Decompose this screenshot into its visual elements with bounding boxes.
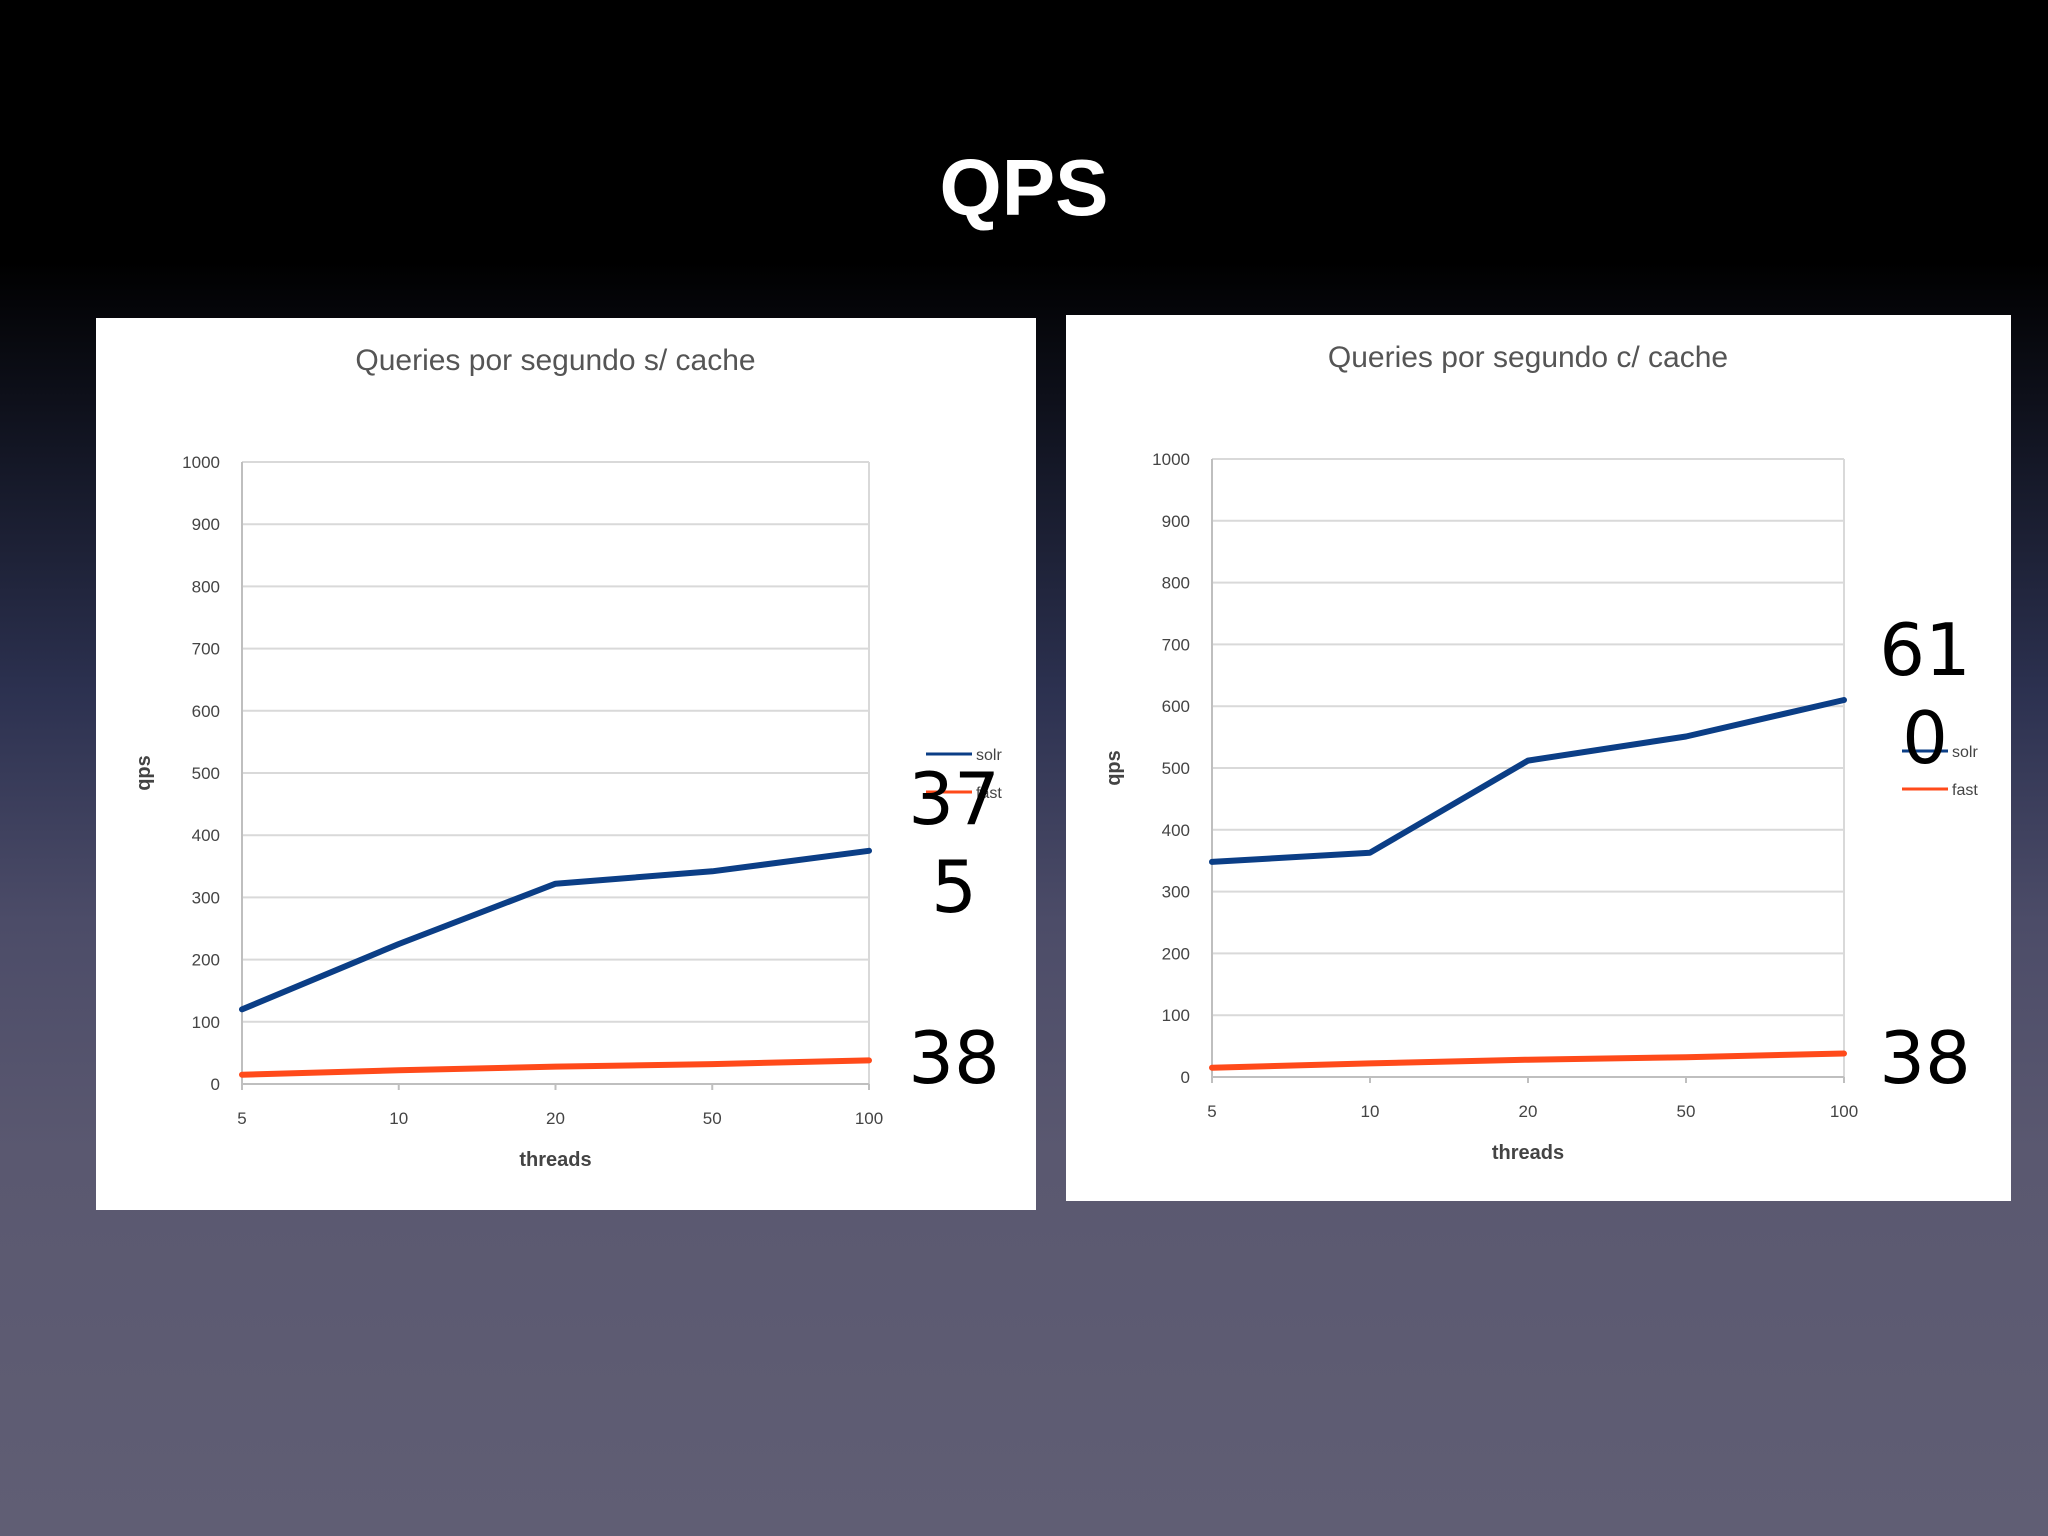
x-tick-label: 50 — [1677, 1102, 1696, 1121]
series-line-solr — [239, 847, 872, 1013]
annotation-fast-no-cache: 38 — [908, 1016, 1000, 1100]
annotation-solr-no-cache: 37 5 — [908, 757, 1000, 929]
y-tick-label: 100 — [192, 1013, 220, 1032]
legend-label-fast: fast — [1952, 782, 1978, 799]
x-tick-label: 20 — [1519, 1102, 1538, 1121]
y-tick-label: 1000 — [182, 453, 220, 472]
series-line-fast — [1209, 1050, 1847, 1071]
legend-label-fast: fast — [976, 785, 1002, 802]
y-tick-label: 700 — [1162, 635, 1190, 654]
x-tick-label: 100 — [855, 1109, 883, 1128]
y-tick-label: 900 — [1162, 512, 1190, 531]
x-tick-label: 10 — [1361, 1102, 1380, 1121]
y-tick-label: 1000 — [1152, 450, 1190, 469]
annotation-solr-with-cache: 61 0 — [1879, 608, 1971, 780]
y-tick-label: 400 — [192, 826, 220, 845]
y-axis-label: qps — [133, 755, 155, 791]
y-axis-label: qps — [1103, 750, 1125, 786]
series-line-solr — [1209, 697, 1847, 865]
chart-no-cache: Queries por segundo s/ cache 0 100 200 300 40… — [133, 344, 1002, 1171]
x-tick-label: 5 — [237, 1109, 246, 1128]
y-tick-label: 200 — [1162, 944, 1190, 963]
x-tick-label: 100 — [1830, 1102, 1858, 1121]
series-line-fast — [239, 1057, 872, 1078]
y-tick-label: 0 — [211, 1075, 220, 1094]
legend-label-solr: solr — [1952, 744, 1978, 761]
legend-label-solr: solr — [976, 747, 1002, 764]
y-tick-label: 300 — [1162, 883, 1190, 902]
y-tick-label: 600 — [192, 702, 220, 721]
slide-title: QPS — [939, 143, 1109, 232]
chart-panel-no-cache: Queries por segundo s/ cache 0 100 200 300 40… — [96, 318, 1036, 1210]
y-tick-label: 700 — [192, 640, 220, 659]
x-tick-label: 10 — [389, 1109, 408, 1128]
y-tick-label: 900 — [192, 515, 220, 534]
y-tick-label: 400 — [1162, 821, 1190, 840]
x-tick-label: 5 — [1207, 1102, 1216, 1121]
y-tick-label: 600 — [1162, 697, 1190, 716]
chart-panel-with-cache: Queries por segundo c/ cache 0 100 200 300 40… — [1066, 315, 2011, 1201]
y-tick-label: 300 — [192, 888, 220, 907]
chart-with-cache: Queries por segundo c/ cache 0 100 200 300 40… — [1103, 341, 1978, 1164]
x-tick-label: 20 — [546, 1109, 565, 1128]
chart-title: Queries por segundo s/ cache — [355, 344, 755, 377]
chart-title: Queries por segundo c/ cache — [1328, 341, 1728, 374]
y-tick-label: 800 — [1162, 574, 1190, 593]
y-tick-label: 800 — [192, 577, 220, 596]
x-axis-label: threads — [519, 1149, 591, 1171]
x-tick-label: 50 — [703, 1109, 722, 1128]
y-tick-label: 0 — [1181, 1068, 1190, 1087]
y-tick-label: 100 — [1162, 1006, 1190, 1025]
x-axis-label: threads — [1492, 1142, 1564, 1164]
annotation-fast-with-cache: 38 — [1879, 1016, 1971, 1100]
y-tick-label: 500 — [192, 764, 220, 783]
y-tick-label: 500 — [1162, 759, 1190, 778]
y-tick-label: 200 — [192, 951, 220, 970]
